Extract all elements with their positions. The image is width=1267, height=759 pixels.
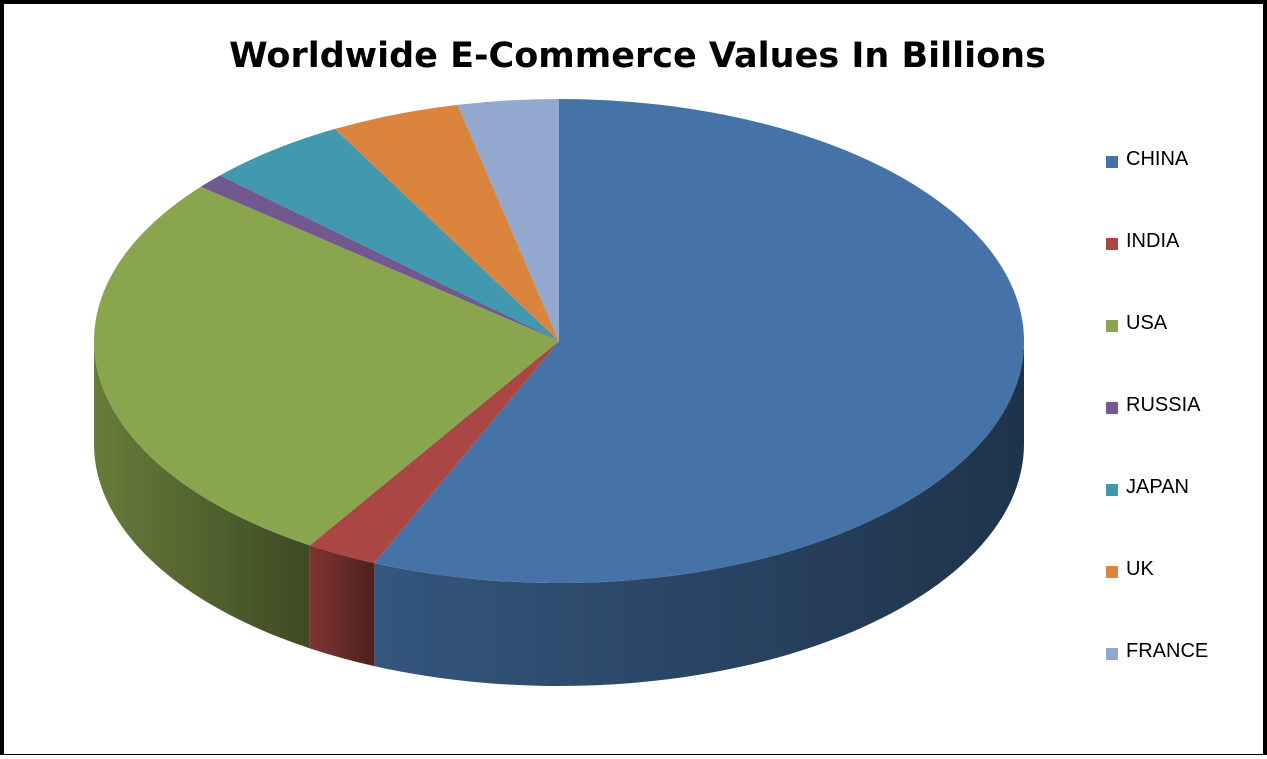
legend-label: RUSSIA xyxy=(1126,394,1201,416)
pie-slices xyxy=(94,99,1024,583)
pie-slice-india xyxy=(309,341,559,564)
legend-swatch xyxy=(1106,648,1118,660)
pie-side-walls xyxy=(94,341,1024,686)
legend-label: INDIA xyxy=(1126,230,1180,252)
pie-slice-russia xyxy=(200,175,559,341)
pie-side-usa xyxy=(94,341,310,649)
legend-label: UK xyxy=(1126,558,1154,580)
legend-label: CHINA xyxy=(1126,148,1189,170)
pie-side-china xyxy=(374,341,1024,686)
pie-side-india xyxy=(309,545,375,667)
legend-swatch xyxy=(1106,320,1118,332)
legend-label: JAPAN xyxy=(1126,476,1189,498)
legend-swatch xyxy=(1106,566,1118,578)
legend-swatch xyxy=(1106,484,1118,496)
pie-slice-uk xyxy=(334,104,559,341)
pie-slice-japan xyxy=(220,128,559,341)
legend-label: FRANCE xyxy=(1126,640,1209,662)
pie-chart xyxy=(94,99,1024,686)
pie-slice-usa xyxy=(94,186,560,546)
legend-swatch xyxy=(1106,156,1118,168)
legend-swatch xyxy=(1106,402,1118,414)
legend-label: USA xyxy=(1126,312,1168,334)
pie-slice-china xyxy=(374,99,1024,583)
legend-swatch xyxy=(1106,238,1118,250)
chart-title: Worldwide E-Commerce Values In Billions xyxy=(229,36,1046,76)
pie-slice-france xyxy=(457,99,559,341)
